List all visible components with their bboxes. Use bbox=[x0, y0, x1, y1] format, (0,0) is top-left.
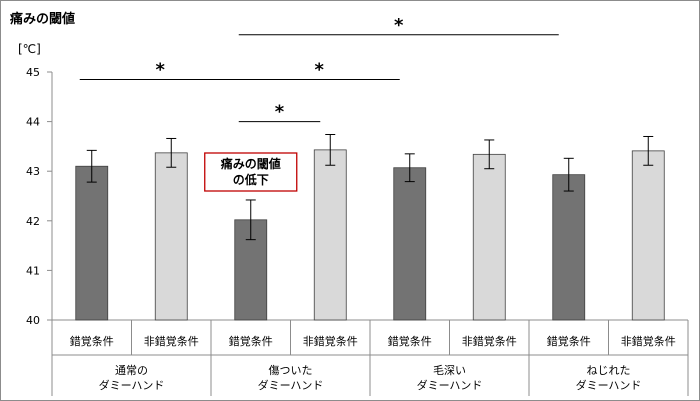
significance-star: * bbox=[315, 59, 325, 80]
group-label: 傷ついた bbox=[269, 363, 313, 377]
category-label: 錯覚条件 bbox=[229, 334, 273, 348]
group-label: ダミーハンド bbox=[576, 378, 642, 392]
group-label: ダミーハンド bbox=[417, 378, 483, 392]
group-label: ねじれた bbox=[587, 364, 631, 377]
y-axis-unit: [℃] bbox=[18, 42, 41, 56]
group-label: 通常の bbox=[115, 364, 148, 377]
y-tick-label: 42 bbox=[26, 215, 40, 228]
annotation-text: の低下 bbox=[233, 172, 269, 187]
annotation-text: 痛みの閾値 bbox=[220, 156, 281, 171]
group-label: ダミーハンド bbox=[258, 378, 324, 392]
category-label: 非錯覚条件 bbox=[303, 334, 358, 348]
category-label: 非錯覚条件 bbox=[462, 334, 517, 348]
y-tick-label: 44 bbox=[26, 116, 40, 129]
y-tick-label: 43 bbox=[26, 165, 40, 178]
chart-title: 痛みの閾値 bbox=[9, 11, 75, 27]
group-label: 毛深い bbox=[433, 364, 466, 377]
significance-star: * bbox=[275, 102, 285, 123]
bar bbox=[313, 149, 347, 321]
bar bbox=[154, 152, 188, 321]
category-label: 錯覚条件 bbox=[70, 334, 114, 348]
significance-star: * bbox=[156, 59, 166, 80]
bar bbox=[631, 150, 665, 321]
y-tick-label: 40 bbox=[26, 314, 40, 327]
bar bbox=[75, 165, 109, 321]
category-label: 非錯覚条件 bbox=[621, 334, 676, 348]
category-label: 錯覚条件 bbox=[547, 334, 591, 348]
annotation-box bbox=[204, 152, 298, 192]
significance-star: * bbox=[394, 15, 404, 36]
y-tick-label: 45 bbox=[26, 66, 40, 79]
group-label: ダミーハンド bbox=[99, 378, 165, 392]
bar bbox=[552, 174, 586, 321]
category-label: 錯覚条件 bbox=[388, 334, 432, 348]
y-tick-label: 41 bbox=[26, 264, 40, 277]
category-label: 非錯覚条件 bbox=[144, 334, 199, 348]
bar bbox=[472, 153, 506, 321]
bar bbox=[393, 167, 427, 321]
